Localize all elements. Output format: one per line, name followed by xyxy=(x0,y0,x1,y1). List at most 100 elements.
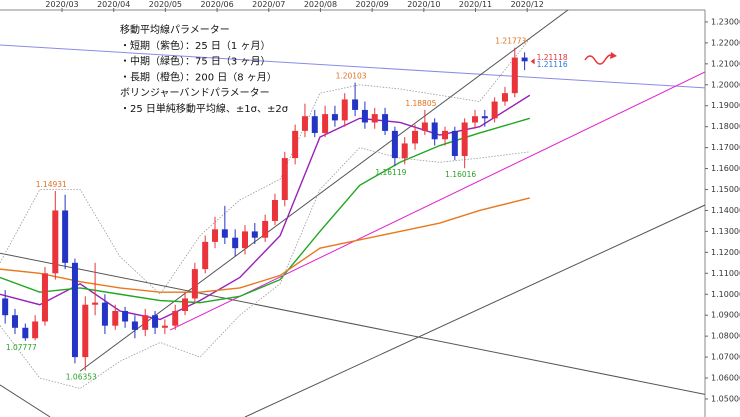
ma-line xyxy=(0,197,530,293)
candle-body xyxy=(471,116,478,123)
candle-body xyxy=(271,199,278,221)
x-tick-label: 2020/03 xyxy=(45,0,78,9)
y-tick-label: 1.16000 xyxy=(711,164,740,173)
price-label: 1.16016 xyxy=(445,170,476,179)
candle-body xyxy=(2,298,9,316)
candle-body xyxy=(361,109,368,123)
x-tick-label: 2020/09 xyxy=(356,0,389,9)
y-tick-label: 1.09000 xyxy=(711,311,740,320)
candle-body xyxy=(202,241,209,270)
last-price-marker xyxy=(530,58,535,65)
candle-body xyxy=(142,315,149,330)
candle-body xyxy=(292,130,299,159)
trendline xyxy=(79,10,569,372)
candle-body xyxy=(521,57,528,62)
y-tick-label: 1.21000 xyxy=(711,59,740,68)
y-tick-label: 1.23000 xyxy=(711,17,740,26)
candle-body xyxy=(421,122,428,131)
y-tick-label: 1.11000 xyxy=(711,269,740,278)
candle-body xyxy=(101,302,108,326)
candle-body xyxy=(221,229,228,238)
plot-area xyxy=(0,10,705,417)
candle-body xyxy=(71,262,78,358)
note-text: 移動平均線パラメーター xyxy=(120,23,230,36)
candle-body xyxy=(391,130,398,159)
note-text: ・短期（紫色）：25 日（1 ヶ月） xyxy=(120,39,270,52)
note-text: ・長期（橙色）：200 日（8 ヶ月） xyxy=(120,70,277,83)
candle-body xyxy=(371,114,378,123)
candle-body xyxy=(32,321,39,339)
candle-body xyxy=(382,114,389,131)
y-tick-label: 1.20000 xyxy=(711,80,740,89)
price-label: 1.07777 xyxy=(6,343,37,352)
x-tick-label: 2020/12 xyxy=(511,0,544,9)
trendline xyxy=(0,384,51,417)
candle-body xyxy=(212,229,219,242)
y-tick-label: 1.07000 xyxy=(711,353,740,362)
candle-body xyxy=(311,116,318,133)
price-label: 1.16119 xyxy=(375,168,406,177)
trendline xyxy=(169,71,705,331)
y-tick-label: 1.05000 xyxy=(711,394,740,403)
y-tick-label: 1.19000 xyxy=(711,101,740,110)
candle-body xyxy=(11,315,18,328)
candle-body xyxy=(92,302,99,305)
candle-body xyxy=(331,114,338,121)
candle-body xyxy=(262,220,269,238)
candle-body xyxy=(481,116,488,119)
y-tick-label: 1.14000 xyxy=(711,206,740,215)
y-tick-label: 1.08000 xyxy=(711,332,740,341)
candle-body xyxy=(161,325,168,328)
candle-body xyxy=(251,231,258,238)
candle-body xyxy=(241,231,248,249)
note-text: ・中期（緑色）：75 日（3 ヶ月） xyxy=(120,55,270,68)
candle-body xyxy=(511,57,518,94)
candle-body xyxy=(501,93,508,102)
band-line xyxy=(0,38,531,295)
note-text: ボリンジャーバンドパラメーター xyxy=(120,87,270,99)
candle-body xyxy=(352,99,359,110)
band-line xyxy=(0,147,530,389)
trendline xyxy=(0,252,705,395)
candle-body xyxy=(341,99,348,121)
candle-body xyxy=(491,101,498,119)
squiggle-arrow xyxy=(584,54,614,65)
price-label: 1.18805 xyxy=(405,99,436,108)
x-tick-label: 2020/07 xyxy=(252,0,285,9)
candle-body xyxy=(401,143,408,159)
ma-line xyxy=(0,117,530,304)
candle-body xyxy=(131,321,138,330)
x-tick-label: 2020/08 xyxy=(304,0,337,9)
candle-body xyxy=(112,311,119,326)
trendline xyxy=(0,44,705,89)
candle-body xyxy=(442,130,449,140)
y-tick-label: 1.13000 xyxy=(711,227,740,236)
candle-body xyxy=(301,116,308,131)
candle-body xyxy=(82,304,89,358)
candle-body xyxy=(152,315,159,328)
candle-body xyxy=(412,130,419,144)
candle-body xyxy=(122,311,129,322)
x-tick-label: 2020/10 xyxy=(407,0,440,9)
y-tick-label: 1.12000 xyxy=(711,248,740,257)
candle-body xyxy=(182,298,189,312)
y-tick-label: 1.10000 xyxy=(711,290,740,299)
y-tick-label: 1.06000 xyxy=(711,374,740,383)
price-label: 1.21773 xyxy=(495,37,526,46)
candle-body xyxy=(461,122,468,157)
y-tick-label: 1.17000 xyxy=(711,143,740,152)
arrow-head xyxy=(610,52,617,59)
candle-body xyxy=(431,122,438,140)
candle-body xyxy=(281,158,288,200)
candle-body xyxy=(41,273,48,322)
candle-body xyxy=(62,210,69,263)
y-tick-label: 1.15000 xyxy=(711,185,740,194)
price-label: 1.06353 xyxy=(66,373,97,382)
y-tick-label: 1.22000 xyxy=(711,38,740,47)
candle-body xyxy=(232,237,239,249)
candle-body xyxy=(322,114,329,133)
candle-body xyxy=(451,130,458,157)
x-tick-label: 2020/05 xyxy=(149,0,182,9)
